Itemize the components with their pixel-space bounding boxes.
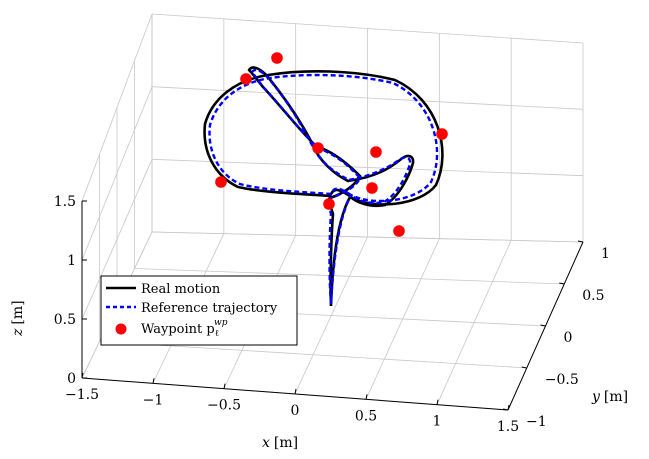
- back-wall-gridline-z: [151, 231, 584, 243]
- waypoint-marker: [240, 73, 252, 85]
- x-tick-label: 0.5: [355, 408, 377, 424]
- waypoint-marker: [215, 176, 227, 188]
- y-tick-mark: [577, 240, 584, 243]
- left-wall-gridline-z: [81, 159, 153, 320]
- y-tick-mark: [502, 408, 509, 411]
- x-tick-mark: [152, 378, 155, 384]
- floor-gridline-y: [134, 268, 565, 285]
- x-tick-label: −1: [143, 392, 164, 408]
- z-axis-label: z[m]: [10, 300, 26, 337]
- waypoint-marker: [370, 146, 382, 158]
- legend: Real motion Reference trajectory Waypoin…: [100, 275, 298, 346]
- x-tick-mark: [436, 399, 439, 405]
- legend-label-reference: Reference trajectory: [141, 301, 278, 316]
- y-tick-mark: [521, 366, 527, 369]
- waypoint-marker: [312, 142, 324, 154]
- y-tick-label: −1: [526, 414, 547, 430]
- x-tick-mark: [365, 394, 368, 400]
- y-tick-label: 0.5: [582, 288, 604, 304]
- z-tick-label: 1.5: [54, 194, 76, 210]
- x-tick-mark: [294, 388, 297, 395]
- x-tick-label: 1: [433, 414, 442, 430]
- x-tick-mark: [507, 404, 510, 411]
- y-tick-mark: [559, 282, 565, 285]
- y-tick-label: 1: [601, 246, 610, 262]
- x-tick-label: −0.5: [207, 398, 241, 414]
- axis-tick-labels: −1.5 −1 −0.5 0 0.5 1 1.5 −1 −0.5 0 0.5 1 0 0.5 1 1.5: [54, 194, 610, 435]
- reference-trajectory-line: [208, 68, 439, 305]
- axes-grid: [81, 13, 584, 411]
- trajectory-curves: [203, 66, 444, 307]
- waypoint-marker: [323, 198, 335, 210]
- waypoint-markers: [215, 52, 448, 237]
- waypoint-marker: [393, 225, 405, 237]
- y-tick-label: 0: [564, 330, 573, 346]
- left-wall-gridline-z: [81, 86, 153, 261]
- z-tick-label: 1: [67, 253, 76, 269]
- legend-swatch-waypoint: [115, 323, 127, 335]
- x-tick-label: 1.5: [497, 419, 519, 435]
- left-wall-gridline-z: [81, 13, 153, 202]
- waypoint-marker: [271, 52, 283, 64]
- legend-box: [100, 275, 298, 346]
- z-tick-label: 0: [67, 371, 76, 387]
- back-wall-gridline-z: [151, 158, 584, 177]
- z-tick-label: 0.5: [54, 312, 76, 328]
- x-tick-label: 0: [291, 403, 300, 419]
- waypoint-marker: [366, 182, 378, 194]
- back-wall-gridline-z: [151, 13, 584, 44]
- legend-label-waypoint: Waypoint pℓwp: [141, 318, 228, 339]
- y-tick-mark: [540, 324, 546, 327]
- y-axis-label: y [m]: [591, 389, 628, 405]
- x-axis-label: x [m]: [262, 435, 298, 451]
- floor-gridline-y: [99, 341, 527, 369]
- y-tick-label: −0.5: [545, 372, 579, 388]
- waypoint-marker: [436, 128, 448, 140]
- x-tick-mark: [81, 372, 84, 379]
- back-wall-gridline-z: [151, 86, 584, 110]
- x-tick-label: −1.5: [65, 387, 99, 403]
- real-motion-line: [203, 66, 444, 307]
- x-tick-mark: [223, 383, 226, 389]
- legend-label-real-motion: Real motion: [141, 282, 221, 297]
